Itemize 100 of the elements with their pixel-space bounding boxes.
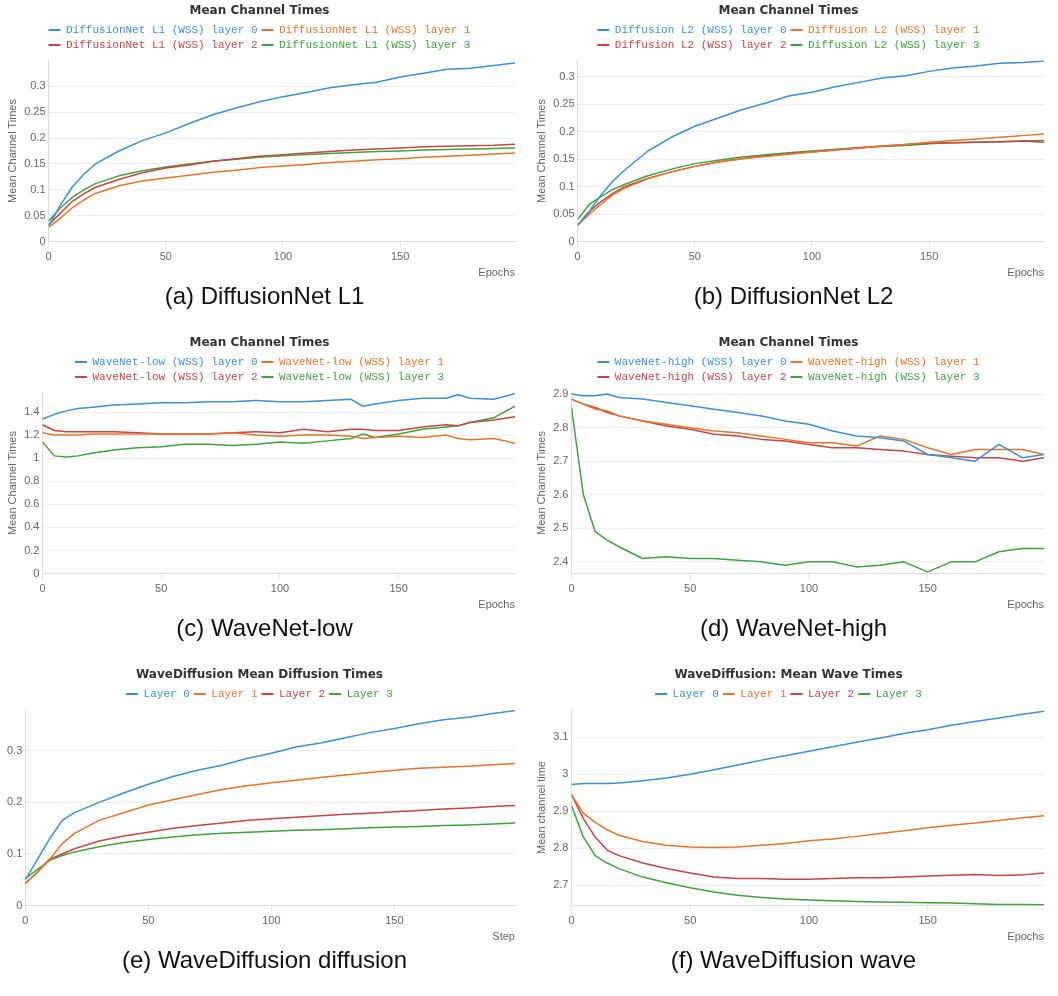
y-tick-label: 0.15 [24, 156, 46, 169]
legend-label: WaveNet-high (WSS) layer 0 [614, 355, 787, 368]
text: (b) DiffusionNet L2 [692, 282, 895, 310]
text: (d) WaveNet-high [698, 614, 889, 642]
legend-label: Diffusion L2 (WSS) layer 1 [808, 23, 981, 36]
y-axis-title: Mean Channel Times [534, 98, 547, 203]
x-tick-label: 50 [684, 582, 697, 595]
legend-label: DiffusionNet L1 (WSS) layer 3 [279, 38, 471, 51]
x-tick-label: 150 [918, 914, 937, 927]
y-tick-label: 0 [568, 234, 575, 247]
legend-label: WaveNet-high (WSS) layer 3 [808, 370, 980, 383]
y-tick-label: 0.15 [553, 152, 575, 165]
chart-title: Mean Channel Times [189, 3, 330, 18]
chart-title: WaveDiffusion Mean Diffusion Times [136, 667, 383, 682]
y-axis-title: Mean Channel Times [534, 430, 547, 535]
x-tick-label: 150 [389, 582, 408, 595]
y-tick-label: 2.5 [553, 521, 569, 534]
legend-label: DiffusionNet L1 (WSS) layer 1 [279, 23, 471, 36]
x-tick-label: 50 [155, 582, 168, 595]
y-axis-title: Mean Channel Times [5, 98, 18, 203]
x-axis-title: Epochs [478, 598, 516, 611]
y-tick-label: 0.4 [24, 520, 40, 533]
legend-label: Layer 2 [279, 687, 326, 700]
legend-label: DiffusionNet L1 (WSS) layer 2 [66, 38, 258, 51]
legend-label: Diffusion L2 (WSS) layer 3 [808, 38, 980, 51]
y-tick-label: 2.9 [553, 387, 569, 400]
y-tick-label: 0.3 [559, 69, 575, 82]
y-tick-label: 2.8 [553, 420, 569, 433]
y-tick-label: 2.6 [553, 487, 569, 500]
y-tick-label: 0.1 [559, 179, 575, 192]
y-tick-label: 0.3 [30, 79, 46, 92]
legend-label: Layer 3 [346, 687, 393, 700]
y-tick-label: 0 [16, 898, 23, 911]
x-axis-title: Epochs [1007, 266, 1045, 279]
y-tick-label: 0 [39, 234, 46, 247]
x-tick-label: 50 [688, 250, 701, 263]
legend-label: WaveNet-high (WSS) layer 1 [808, 355, 981, 368]
y-tick-label: 2.7 [553, 878, 569, 891]
y-tick-label: 0.25 [24, 105, 46, 118]
x-tick-label: 150 [385, 914, 404, 927]
x-tick-label: 150 [918, 582, 937, 595]
y-tick-label: 0.2 [30, 131, 46, 144]
y-tick-label: 0.2 [559, 124, 575, 137]
x-tick-label: 50 [159, 250, 172, 263]
x-tick-label: 100 [799, 914, 819, 927]
x-tick-label: 150 [919, 250, 939, 263]
y-tick-label: 0.1 [6, 847, 23, 859]
chart-title: Mean Channel Times [718, 3, 859, 18]
y-tick-label: 3 [562, 767, 569, 780]
y-tick-label: 1.4 [24, 405, 40, 418]
y-tick-label: 1 [33, 451, 40, 464]
x-tick-label: 100 [273, 250, 293, 263]
legend-label: Diffusion L2 (WSS) layer 0 [614, 23, 787, 36]
y-tick-label: 2.7 [553, 454, 569, 467]
legend-label: WaveNet-low (WSS) layer 2 [92, 370, 258, 383]
x-tick-label: 100 [262, 914, 281, 927]
legend-label: WaveNet-high (WSS) layer 2 [614, 370, 787, 383]
y-tick-label: 0.6 [24, 497, 40, 510]
y-tick-label: 0.1 [30, 182, 46, 195]
chart-title: Mean Channel Times [189, 335, 330, 350]
y-tick-label: 2.4 [553, 554, 569, 567]
legend-label: Diffusion L2 (WSS) layer 2 [614, 38, 787, 51]
x-axis-title: Step [492, 930, 515, 943]
x-axis-title: Epochs [478, 266, 516, 279]
legend-label: DiffusionNet L1 (WSS) layer 0 [66, 23, 258, 36]
text: (f) WaveDiffusion wave [669, 946, 918, 974]
legend-label: WaveNet-low (WSS) layer 0 [92, 355, 258, 368]
x-tick-label: 150 [390, 250, 410, 263]
y-tick-label: 0.2 [24, 543, 40, 556]
y-axis-title: Mean channel time [534, 761, 547, 854]
y-tick-label: 0.25 [553, 97, 575, 110]
legend-label: WaveNet-low (WSS) layer 3 [279, 370, 445, 383]
text: (a) DiffusionNet L1 [163, 282, 366, 310]
x-axis-title: Epochs [1007, 598, 1045, 611]
y-tick-label: 3.1 [553, 730, 569, 743]
text: (e) WaveDiffusion diffusion [121, 946, 408, 974]
legend-label: Layer 0 [143, 687, 190, 700]
y-tick-label: 0 [33, 566, 40, 579]
chart-title: Mean Channel Times [718, 335, 859, 350]
legend-label: Layer 0 [672, 687, 719, 700]
y-tick-label: 1.2 [24, 428, 40, 441]
x-tick-label: 100 [802, 250, 822, 263]
y-tick-label: 0.05 [24, 208, 46, 221]
legend-label: Layer 1 [211, 687, 258, 700]
legend-label: Layer 2 [808, 687, 855, 700]
y-axis-title: Mean Channel Times [5, 430, 18, 535]
y-tick-label: 0.2 [6, 795, 23, 808]
chart-title: WaveDiffusion: Mean Wave Times [674, 667, 903, 682]
y-tick-label: 0.8 [24, 474, 40, 487]
y-tick-label: 0.05 [553, 207, 575, 220]
text: (c) WaveNet-low [175, 614, 354, 642]
y-tick-label: 2.8 [553, 841, 569, 854]
y-tick-label: 0.3 [6, 743, 23, 756]
x-tick-label: 100 [799, 582, 819, 595]
y-tick-label: 2.9 [553, 804, 569, 817]
legend-label: Layer 1 [740, 687, 787, 700]
x-tick-label: 100 [270, 582, 290, 595]
x-tick-label: 50 [142, 914, 155, 927]
legend-label: Layer 3 [875, 687, 922, 700]
x-tick-label: 50 [684, 914, 697, 927]
